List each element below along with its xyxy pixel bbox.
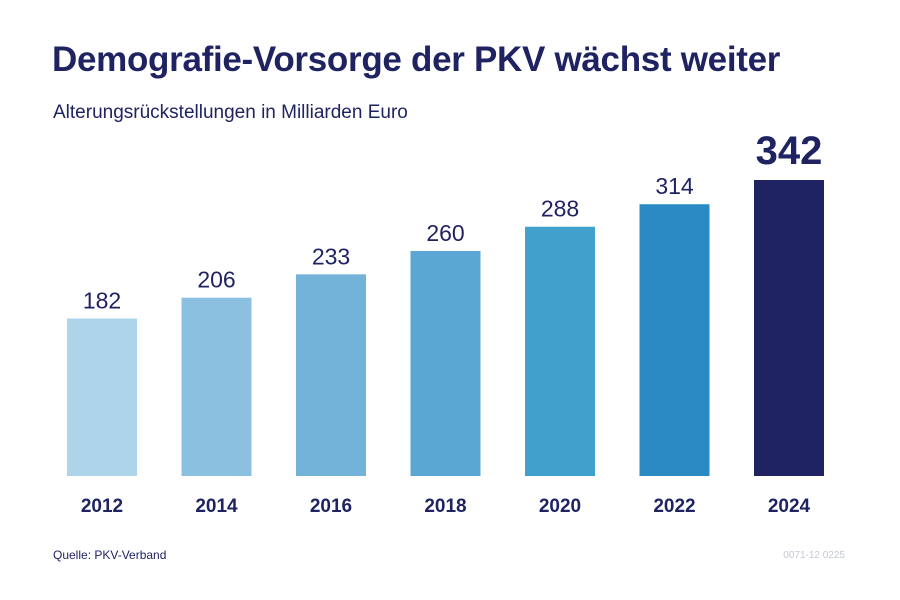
data-label-2012: 182 [83, 287, 121, 313]
bar-2012 [67, 318, 137, 476]
source-note: Quelle: PKV-Verband [53, 548, 167, 562]
bar-2016 [296, 274, 366, 476]
bar-2014 [181, 297, 252, 476]
data-label-2022: 314 [655, 173, 694, 199]
bar-2020 [525, 226, 595, 476]
data-label-2016: 233 [312, 243, 350, 269]
x-tick-2018: 2018 [424, 496, 466, 517]
data-label-2020: 288 [541, 196, 579, 222]
x-tick-2016: 2016 [310, 496, 352, 517]
chart-title: Demografie-Vorsorge der PKV wächst weite… [52, 40, 781, 79]
data-label-2018: 260 [426, 220, 464, 246]
data-label-2014: 206 [197, 267, 235, 293]
x-tick-2024: 2024 [768, 496, 811, 517]
x-tick-2012: 2012 [81, 496, 123, 517]
bar-2018 [410, 250, 481, 476]
bar-2022 [639, 204, 710, 476]
chart-subtitle: Alterungsrückstellungen in Milliarden Eu… [53, 102, 408, 123]
data-label-2024: 342 [756, 129, 823, 173]
document-code: 0071-12 0225 [783, 550, 845, 561]
x-tick-2022: 2022 [653, 496, 695, 517]
bar-2024 [754, 180, 824, 476]
x-tick-2014: 2014 [195, 496, 238, 517]
x-tick-2020: 2020 [539, 496, 581, 517]
